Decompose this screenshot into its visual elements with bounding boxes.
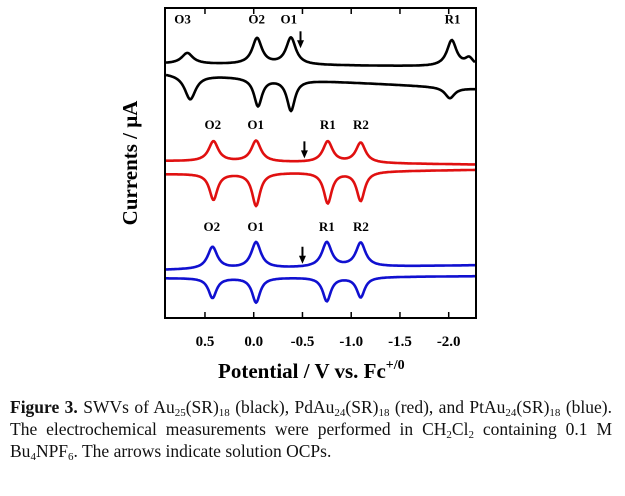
trace-reverse-0 bbox=[165, 73, 476, 113]
trace-reverse-2 bbox=[165, 274, 476, 304]
caption-text: NPF bbox=[35, 441, 69, 461]
peak-label: R1 bbox=[320, 117, 336, 132]
x-axis-title-superscript: +/0 bbox=[386, 358, 405, 373]
trace-reverse-1 bbox=[165, 168, 476, 208]
x-tick-label: -1.5 bbox=[388, 334, 412, 350]
x-ticks: 0.5 0.0 -0.5 -1.0 -1.5 -2.0 bbox=[196, 8, 461, 350]
caption-subscript: 18 bbox=[378, 407, 390, 419]
caption-text: Cl bbox=[451, 419, 469, 439]
caption-text: (red), and PtAu bbox=[389, 397, 506, 417]
peak-annotations: O3 O2 O1 R1 O2 O1 R1 R2 O2 O1 R1 R2 bbox=[174, 12, 461, 264]
caption-subscript: 2 bbox=[468, 429, 474, 441]
caption-text: (SR) bbox=[185, 397, 219, 417]
peak-label: R1 bbox=[445, 12, 461, 27]
caption-subscript: 2 bbox=[446, 429, 452, 441]
ocp-arrow-icon bbox=[297, 40, 305, 49]
caption-text: (blue). The electrochemical measurements… bbox=[10, 397, 612, 439]
caption-subscript: 24 bbox=[334, 407, 346, 419]
peak-label: R1 bbox=[319, 219, 335, 234]
y-axis-title: Currents / μA bbox=[118, 100, 142, 226]
peak-label: O1 bbox=[247, 117, 264, 132]
caption-subscript: 4 bbox=[30, 451, 36, 463]
x-axis-title: Potential / V vs. Fc+/0 bbox=[218, 358, 405, 383]
peak-label: O3 bbox=[174, 12, 191, 27]
plot-frame bbox=[164, 7, 477, 319]
x-tick-label: 0.0 bbox=[244, 334, 263, 350]
caption-text: containing 0.1 M Bu bbox=[10, 419, 612, 461]
caption-subscript: 18 bbox=[218, 407, 230, 419]
caption-text: . The arrows indicate solution OCPs. bbox=[73, 441, 332, 461]
peak-label: O2 bbox=[203, 219, 220, 234]
peak-label: O1 bbox=[281, 12, 298, 27]
trace-forward-1 bbox=[165, 139, 476, 166]
trace-forward-0 bbox=[165, 36, 476, 67]
figure-caption: Figure 3. SWVs of Au25(SR)18 (black), Pd… bbox=[10, 396, 612, 463]
ocp-arrow-icon bbox=[298, 255, 306, 264]
caption-text: (black), PdAu bbox=[229, 397, 335, 417]
x-tick-label: 0.5 bbox=[196, 334, 215, 350]
trace-forward-2 bbox=[165, 240, 476, 271]
peak-label: O1 bbox=[247, 219, 264, 234]
caption-text: (SR) bbox=[516, 397, 550, 417]
x-tick-label: -0.5 bbox=[291, 334, 315, 350]
traces bbox=[165, 36, 476, 304]
caption-text: SWVs of Au bbox=[77, 397, 175, 417]
peak-label: R2 bbox=[353, 117, 369, 132]
caption-text: (SR) bbox=[345, 397, 379, 417]
caption-subscript: 6 bbox=[68, 451, 74, 463]
caption-figure-label: Figure 3. bbox=[10, 397, 78, 417]
x-tick-label: -1.0 bbox=[339, 334, 363, 350]
peak-label: O2 bbox=[248, 12, 265, 27]
peak-label: O2 bbox=[204, 117, 221, 132]
caption-subscript: 25 bbox=[174, 407, 186, 419]
peak-label: R2 bbox=[353, 219, 369, 234]
ocp-arrow-icon bbox=[300, 150, 308, 159]
caption-subscript: 24 bbox=[505, 407, 517, 419]
caption-subscript: 18 bbox=[549, 407, 561, 419]
x-tick-label: -2.0 bbox=[437, 334, 461, 350]
